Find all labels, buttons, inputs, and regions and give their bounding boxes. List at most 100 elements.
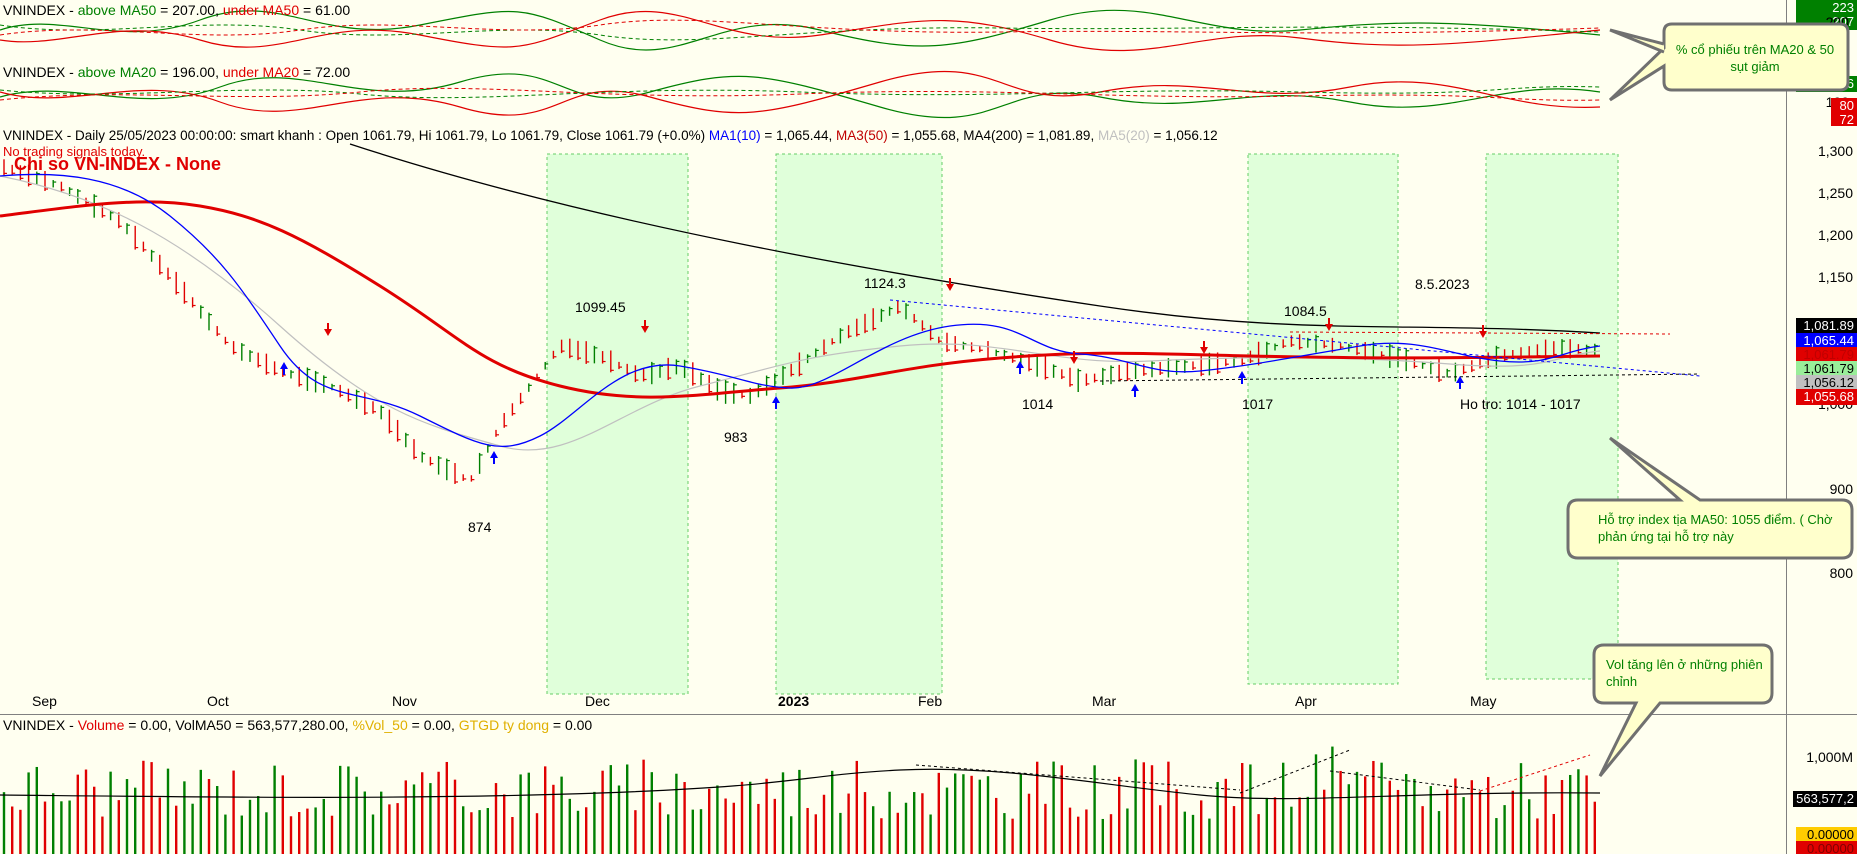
breadth-ma20-pane[interactable]: VNINDEX - above MA20 = 196.00, under MA2… [0,62,1857,127]
volume-bar [847,793,850,854]
vol-trend-1 [915,764,1241,791]
volume-bar [1282,762,1285,854]
buy-arrow-icon [490,451,498,464]
volume-bar [822,794,826,854]
price-header: VNINDEX - Daily 25/05/2023 00:00:00: sma… [3,128,1218,143]
annotation-1014: 1014 [1022,396,1054,412]
callout-3-text: Vol tăng lên ở những phiên chỉnh [1606,657,1763,689]
volume-bar [773,798,776,854]
volume-bar [1511,790,1514,854]
volume-bar [1216,781,1219,854]
under-ma50-label: under MA50 [222,2,300,18]
volume-bar [634,810,637,854]
tick-1300: 1,300 [1817,143,1853,159]
volume-chart [0,746,1601,854]
volume-bar [1314,754,1318,854]
volume-bar [1478,791,1482,854]
volume-bar [142,760,145,854]
volume-bar [757,803,760,854]
breadth-ma20-lines [0,70,1601,119]
volume-bar [1364,776,1367,854]
tag-ma50: 1,055.68 [1796,389,1857,405]
volume-pane[interactable]: VNINDEX - Volume = 0.00, VolMA50 = 563,5… [0,714,1857,854]
tag-72: 72 [1831,112,1857,126]
volume-bar [52,793,55,854]
above-ma20-value: = 196.00, [156,64,223,80]
volume-bar [1200,800,1203,854]
volume-bar [1249,764,1252,854]
breadth-ma50-pane[interactable]: VNINDEX - above MA50 = 207.00, under MA5… [0,0,1857,63]
ma50-line [0,200,1601,399]
volume-bar [863,792,867,854]
volume-bar [347,766,350,854]
volume-bar [1470,780,1473,854]
price-pane[interactable]: VNINDEX - Daily 25/05/2023 00:00:00: sma… [0,126,1857,715]
volume-bar [1552,813,1555,854]
volume-bar [1003,813,1006,854]
volume-bar [1454,778,1457,854]
volume-bar [306,808,309,854]
pct-vol-value: = 0.00, [407,717,459,733]
annotation-support-range: Ho tro: 1014 - 1017 [1460,396,1581,412]
ma5-label: MA5(20) [1097,128,1150,143]
volume-bar [609,765,612,854]
tick-900: 900 [1829,481,1853,497]
volume-bar [1347,784,1350,854]
volume-bar [831,770,834,854]
sell-arrow-icon [324,323,332,336]
volume-bar [232,770,235,854]
no-signals-text: No trading signals today. [3,144,146,159]
volume-bar [445,761,448,854]
tick-1250: 1,250 [1817,185,1853,201]
volume-bar [1585,775,1588,854]
volume-bar [519,774,522,854]
under-ma20-label: under MA20 [222,64,300,80]
tick-1150: 1,150 [1817,269,1853,285]
volume-bar [273,765,276,854]
volume-bar [404,780,407,854]
volume-bar [921,793,924,854]
volume-bar [478,810,481,854]
volume-axis: 1,000M 563,577,2 0.00000 0.00000 [1786,715,1857,854]
callout-1-text: % cổ phiếu trên MA20 & 50 sụt giảm [1675,42,1835,74]
volume-bar [593,791,596,854]
volume-bar [650,772,653,854]
shaded-regions [546,153,1619,695]
buy-arrow-icon [280,362,288,375]
volume-bar [486,808,489,854]
ma3-label: MA3(50) [836,128,888,143]
volume-bar [995,797,998,854]
volume-bar [1134,759,1137,854]
volume-bar [470,812,473,854]
tag-196: 196 [1796,76,1857,92]
volume-bar [437,771,440,854]
volume-bar [265,812,268,854]
volume-bar [27,772,30,854]
volume-bar [330,815,334,854]
volume-bar [962,774,965,854]
tag-223: 223 [1796,0,1857,16]
above-ma50-value: = 207.00, [156,2,223,18]
volume-bar [1085,809,1088,854]
index-label: VNINDEX - [3,64,78,80]
volume-bar [109,771,112,854]
volume-bar [281,775,284,854]
annotation-983: 983 [724,429,748,445]
volume-bar [396,803,399,854]
annotation-874: 874 [468,519,492,535]
price-chart [0,143,1701,695]
volume-bar [1462,797,1465,854]
month-apr: Apr [1295,693,1317,709]
tag-close-green: 1,061.79 [1796,361,1857,377]
tag-pctvol: 0.00000 [1796,841,1857,854]
volume-bar [1544,775,1547,854]
volume-bar [462,806,465,854]
buy-arrow-icon [1131,384,1139,397]
volume-bar [1437,811,1441,854]
volume-bar [732,802,735,854]
buy-arrow-icon [1238,371,1246,384]
volume-bar [1396,789,1400,854]
under-ma20-value: = 72.00 [299,64,351,80]
sell-arrow-icon [1325,318,1333,331]
volume-bar [617,785,621,854]
